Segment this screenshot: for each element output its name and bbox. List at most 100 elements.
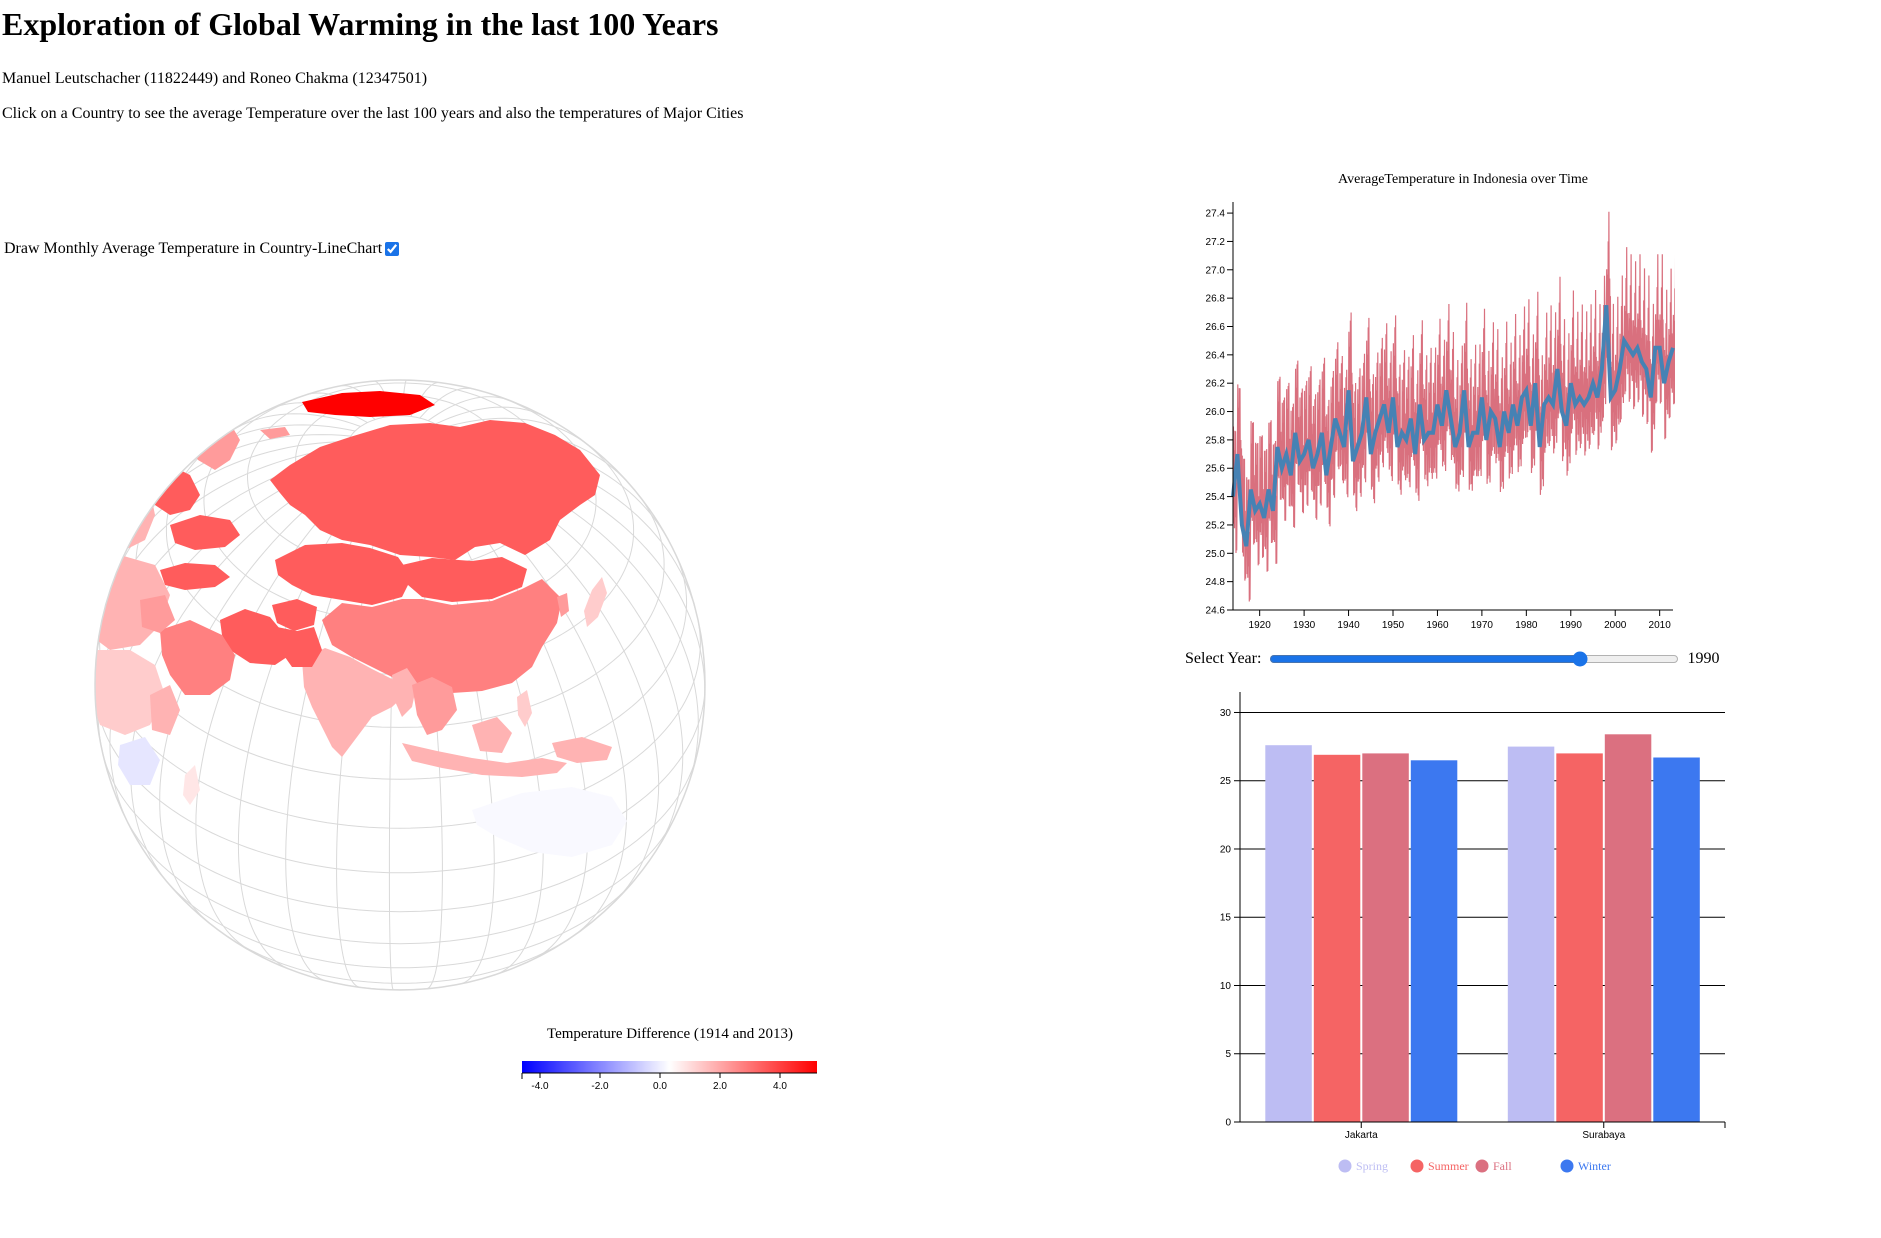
line-y-tick-label: 27.0 — [1206, 265, 1226, 276]
line-x-axis: 1920 1930 1940 1950 1960 1970 1980 1990 2000 2010 — [1233, 609, 1673, 631]
line-y-tick-label: 25.4 — [1206, 492, 1226, 503]
bar-y-tick-label: 5 — [1225, 1049, 1231, 1060]
city-seasonal-bar-chart: Jakarta Surabaya 0 5 10 15 20 25 30 Spring Summer F… — [1190, 682, 1750, 1192]
year-selector: Select Year: 1990 — [1185, 650, 1719, 668]
bar-y-tick-label: 15 — [1220, 913, 1232, 924]
bar-summer-jakarta[interactable] — [1313, 754, 1361, 1122]
country-arabia[interactable] — [160, 620, 235, 695]
country-china[interactable] — [322, 579, 562, 693]
country-pakistan[interactable] — [277, 627, 322, 667]
country-japan[interactable] — [584, 577, 607, 627]
legend-swatch — [1560, 1159, 1574, 1173]
bar-y-tick-label: 20 — [1220, 844, 1232, 855]
country-india[interactable] — [302, 648, 407, 757]
country-indonesia[interactable] — [402, 743, 567, 777]
country-svalbard[interactable] — [260, 427, 290, 439]
line-y-tick-label: 25.8 — [1206, 435, 1226, 446]
country-shapes[interactable] — [85, 391, 627, 857]
bar-chart-svg: Jakarta Surabaya 0 5 10 15 20 25 30 Spring Summer F… — [1220, 692, 1726, 1173]
legend-tick-label: -4.0 — [531, 1081, 549, 1090]
bar-winter-surabaya[interactable] — [1653, 757, 1700, 1123]
country-east-africa[interactable] — [150, 685, 180, 735]
line-x-tick-label: 1950 — [1382, 620, 1405, 631]
bar-y-tick-label: 0 — [1225, 1118, 1231, 1129]
legend-swatch — [1475, 1159, 1489, 1173]
legend-label: Winter — [1578, 1159, 1611, 1173]
line-y-tick-label: 24.6 — [1206, 606, 1226, 617]
line-y-tick-label: 27.4 — [1206, 209, 1226, 220]
line-x-tick-label: 1960 — [1426, 620, 1449, 631]
line-y-tick-label: 26.4 — [1206, 350, 1226, 361]
legend-tick-label: 4.0 — [773, 1081, 787, 1090]
bar-summer-surabaya[interactable] — [1556, 753, 1603, 1122]
bar-y-tick-label: 25 — [1220, 776, 1232, 787]
bar-y-tick-label: 30 — [1220, 708, 1232, 719]
line-x-tick-label: 2010 — [1649, 620, 1672, 631]
page-title: Exploration of Global Warming in the las… — [2, 6, 719, 42]
legend-swatch — [1410, 1159, 1424, 1173]
yearly-temperature-line — [1231, 305, 1675, 547]
country-indochina[interactable] — [412, 677, 457, 735]
legend-item-winter[interactable]: Winter — [1560, 1159, 1611, 1173]
country-madagascar[interactable] — [183, 765, 200, 805]
globe-svg[interactable] — [80, 365, 720, 1005]
draw-monthly-toggle[interactable]: Draw Monthly Average Temperature in Coun… — [4, 240, 400, 258]
country-philippines[interactable] — [517, 690, 532, 727]
year-slider[interactable] — [1269, 651, 1680, 667]
country-greenland[interactable] — [302, 391, 435, 417]
legend-tick-label: 0.0 — [653, 1081, 667, 1090]
authors-text: Manuel Leutschacher (11822449) and Roneo… — [2, 70, 428, 87]
country-temperature-line-chart: AverageTemperature in Indonesia over Tim… — [1195, 160, 1678, 655]
country-new-guinea[interactable] — [552, 737, 612, 763]
bar-spring-surabaya[interactable] — [1507, 746, 1555, 1122]
draw-monthly-checkbox[interactable] — [385, 242, 400, 256]
legend-swatch — [1338, 1159, 1352, 1173]
instructions-text: Click on a Country to see the average Te… — [2, 105, 744, 122]
bar-fall-surabaya[interactable] — [1604, 734, 1652, 1122]
line-y-tick-label: 24.8 — [1206, 577, 1226, 588]
legend-gradient-bar — [522, 1061, 817, 1073]
globe-outline — [94, 379, 706, 991]
line-x-tick-label: 1920 — [1249, 620, 1272, 631]
country-southern-africa[interactable] — [118, 737, 160, 785]
country-borneo[interactable] — [472, 717, 512, 753]
line-x-tick-label: 2000 — [1604, 620, 1627, 631]
bar-category-label: Surabaya — [1582, 1130, 1625, 1141]
bar-legend: Spring Summer Fall Winter — [1338, 1159, 1611, 1173]
world-globe-map[interactable] — [80, 365, 720, 1010]
legend-label: Fall — [1493, 1159, 1512, 1173]
line-y-tick-label: 26.6 — [1206, 322, 1226, 333]
bar-fall-jakarta[interactable] — [1362, 753, 1409, 1122]
legend-item-fall[interactable]: Fall — [1475, 1159, 1513, 1173]
country-myanmar[interactable] — [392, 668, 417, 717]
color-legend: Temperature Difference (1914 and 2013) -… — [505, 1015, 835, 1095]
line-x-tick-label: 1990 — [1560, 620, 1583, 631]
color-legend-svg: Temperature Difference (1914 and 2013) -… — [521, 1026, 817, 1092]
bar-spring-jakarta[interactable] — [1265, 745, 1312, 1122]
line-y-tick-label: 26.8 — [1206, 294, 1226, 305]
line-x-tick-label: 1980 — [1515, 620, 1538, 631]
line-x-tick-label: 1970 — [1471, 620, 1494, 631]
country-central-africa[interactable] — [90, 650, 165, 735]
monthly-temperature-line — [1232, 211, 1678, 602]
bar-y-axis: 0 5 10 15 20 25 30 — [1220, 692, 1241, 1129]
legend-tick-label: -2.0 — [591, 1081, 609, 1090]
country-mongolia[interactable] — [402, 557, 527, 602]
country-afghanistan[interactable] — [272, 599, 317, 631]
bar-y-tick-label: 10 — [1220, 981, 1232, 992]
legend-item-spring[interactable]: Spring — [1338, 1159, 1389, 1173]
country-ukraine[interactable] — [170, 515, 240, 550]
bar-category-label: Jakarta — [1345, 1130, 1378, 1141]
country-kazakhstan[interactable] — [275, 543, 412, 605]
country-russia[interactable] — [270, 420, 600, 560]
country-australia[interactable] — [472, 787, 627, 857]
legend-item-summer[interactable]: Summer — [1410, 1159, 1469, 1173]
country-iran[interactable] — [220, 609, 290, 665]
bar-winter-jakarta[interactable] — [1410, 760, 1458, 1122]
legend-label: Spring — [1356, 1159, 1388, 1173]
country-egypt[interactable] — [140, 595, 175, 633]
line-y-axis: 24.6 24.8 25.0 25.2 25.4 25.6 25.8 26.0 26.2 26.4… — [1206, 202, 1234, 617]
line-y-tick-label: 27.2 — [1206, 237, 1226, 248]
country-turkey[interactable] — [160, 563, 230, 590]
country-korea[interactable] — [557, 593, 569, 617]
